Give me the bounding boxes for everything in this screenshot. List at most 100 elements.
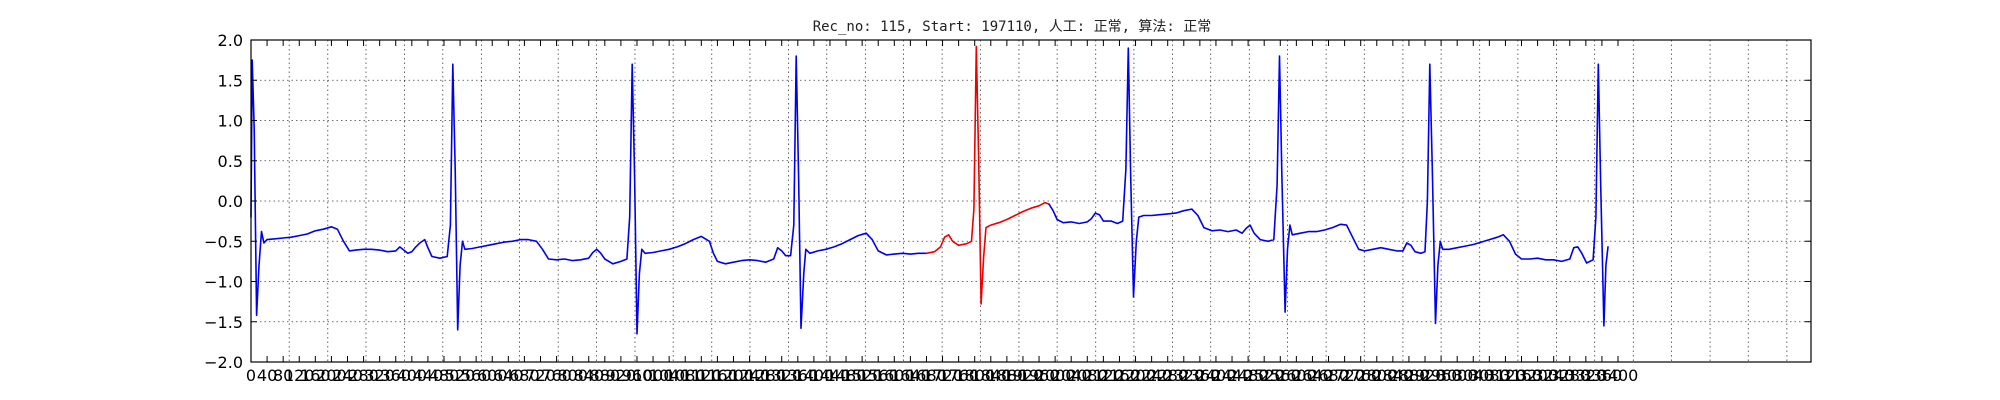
x-tick-label: 520	[445, 366, 476, 385]
x-tick-label: 240	[332, 366, 363, 385]
x-tick-label: 1960	[1019, 366, 1060, 385]
x-tick-label: 200	[316, 366, 347, 385]
x-tick-label: 80	[273, 366, 293, 385]
x-tick-label: 1920	[1003, 366, 1044, 385]
x-tick-label: 1160	[697, 366, 738, 385]
x-tick-label: 1360	[777, 366, 818, 385]
x-tick-label: 1440	[810, 366, 851, 385]
x-tick-label: 0	[246, 366, 256, 385]
y-tick-label: −2.0	[204, 353, 243, 372]
y-tick-label: −1.5	[204, 313, 243, 332]
x-tick-label: 2480	[1228, 366, 1269, 385]
x-tick-label: 720	[525, 366, 556, 385]
x-tick-label: 3200	[1517, 366, 1558, 385]
x-tick-label: 760	[541, 366, 572, 385]
x-tick-label: 1520	[842, 366, 883, 385]
y-tick-label: 0.5	[218, 152, 243, 171]
x-tick-label: 840	[573, 366, 604, 385]
x-tick-label: 2960	[1421, 366, 1462, 385]
x-tick-label: 680	[509, 366, 540, 385]
x-tick-label: 320	[364, 366, 395, 385]
x-tick-label: 2920	[1405, 366, 1446, 385]
x-tick-label: 2280	[1147, 366, 1188, 385]
x-tick-label: 2080	[1067, 366, 1108, 385]
x-tick-label: 2040	[1051, 366, 1092, 385]
x-tick-label: 400	[397, 366, 428, 385]
x-tick-label: 3080	[1469, 366, 1510, 385]
x-tick-label: 3120	[1485, 366, 1526, 385]
x-tick-label: 1720	[922, 366, 963, 385]
y-tick-label: 1.5	[218, 71, 243, 90]
x-tick-label: 2360	[1180, 366, 1221, 385]
x-tick-label: 120	[284, 366, 315, 385]
x-tick-label: 2560	[1260, 366, 1301, 385]
x-tick-label: 2880	[1389, 366, 1430, 385]
x-tick-label: 1480	[826, 366, 867, 385]
x-tick-label: 360	[380, 366, 411, 385]
x-tick-label: 440	[413, 366, 444, 385]
y-tick-label: −1.0	[204, 273, 243, 292]
x-tick-label: 3400	[1598, 366, 1639, 385]
x-tick-label: 960	[622, 366, 653, 385]
x-tick-label: 2800	[1356, 366, 1397, 385]
x-tick-label: 1600	[874, 366, 915, 385]
x-axis: 0 408012016020024028032036040044048052056…	[246, 40, 1638, 385]
x-tick-label: 1400	[794, 366, 835, 385]
x-tick-label: 2760	[1340, 366, 1381, 385]
x-tick-label: 800	[557, 366, 588, 385]
series-line-2	[925, 45, 1050, 305]
x-tick-label: 920	[606, 366, 637, 385]
x-tick-label: 2240	[1131, 366, 1172, 385]
x-tick-label: 2640	[1292, 366, 1333, 385]
x-tick-label: 160	[300, 366, 331, 385]
x-tick-label: 280	[348, 366, 379, 385]
x-tick-label: 1000	[633, 366, 674, 385]
x-tick-label: 3040	[1453, 366, 1494, 385]
x-tick-label: 1240	[729, 366, 770, 385]
x-tick-label: 1120	[681, 366, 722, 385]
x-tick-label: 2160	[1099, 366, 1140, 385]
series-group	[250, 45, 1609, 335]
x-tick-label: 2120	[1083, 366, 1124, 385]
x-tick-label: 1200	[713, 366, 754, 385]
x-tick-label: 3000	[1437, 366, 1478, 385]
y-tick-label: 2.0	[218, 31, 243, 50]
x-tick-label: 2520	[1244, 366, 1285, 385]
x-tick-label: 560	[461, 366, 492, 385]
x-tick-label: 1760	[938, 366, 979, 385]
x-tick-label: 2440	[1212, 366, 1253, 385]
x-tick-label: 3360	[1582, 366, 1623, 385]
x-tick-label: 2720	[1324, 366, 1365, 385]
x-tick-label: 1040	[649, 366, 690, 385]
x-tick-label: 1680	[906, 366, 947, 385]
x-tick-label: 2840	[1372, 366, 1413, 385]
x-tick-label: 3160	[1501, 366, 1542, 385]
x-tick-label: 480	[429, 366, 460, 385]
x-tick-label: 1560	[858, 366, 899, 385]
x-tick-label: 1640	[890, 366, 931, 385]
x-tick-label: 640	[493, 366, 524, 385]
x-tick-label: 2400	[1196, 366, 1237, 385]
x-tick-label: 1840	[970, 366, 1011, 385]
grid	[250, 39, 1811, 363]
x-tick-label: 1800	[954, 366, 995, 385]
x-tick-label: 2320	[1163, 366, 1204, 385]
x-tick-label: 40	[257, 366, 277, 385]
y-tick-label: −0.5	[204, 232, 243, 251]
x-tick-label: 2000	[1035, 366, 1076, 385]
x-tick-label: 1320	[761, 366, 802, 385]
x-tick-label: 3240	[1533, 366, 1574, 385]
x-tick-label: 600	[477, 366, 508, 385]
x-tick-label: 1080	[665, 366, 706, 385]
x-tick-label: 3280	[1549, 366, 1590, 385]
y-axis: −2.0 −1.5 −1.0 −0.5 0.0 0.5 1.0 1.5 2.0	[204, 31, 1811, 372]
x-tick-label: 2600	[1276, 366, 1317, 385]
x-tick-label: 2200	[1115, 366, 1156, 385]
x-tick-label: 3320	[1565, 366, 1606, 385]
series-line-1	[250, 55, 928, 335]
chart-title: Rec_no: 115, Start: 197110, 人工: 正常, 算法: …	[813, 19, 1212, 35]
x-tick-label: 880	[590, 366, 621, 385]
y-tick-label: 0.0	[218, 192, 243, 211]
x-tick-label: 2680	[1308, 366, 1349, 385]
